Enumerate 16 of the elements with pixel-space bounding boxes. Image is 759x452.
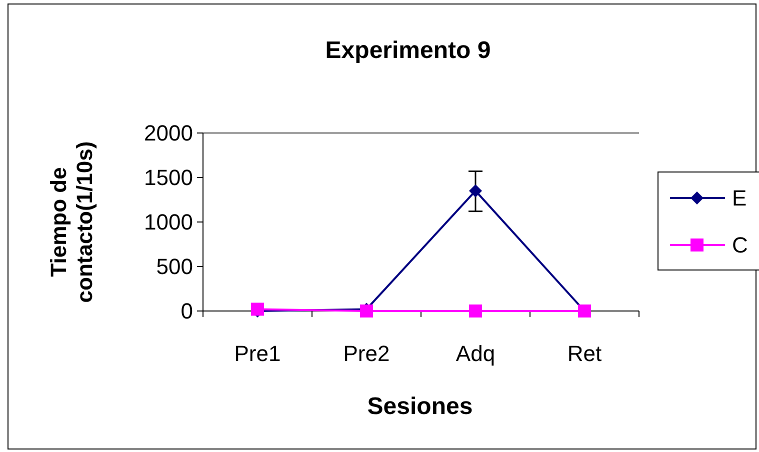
y-tick-label: 1500: [144, 165, 193, 190]
legend-label: C: [732, 232, 748, 258]
y-tick-label: 0: [180, 298, 193, 324]
point: [469, 304, 482, 318]
x-axis-title: Sesiones: [367, 393, 473, 420]
chart-title: Experimento 9: [325, 37, 491, 64]
x-tick-label: Ret: [567, 341, 602, 366]
y-tick-label: 500: [156, 254, 193, 280]
y-tick-label: 1000: [144, 210, 193, 235]
x-tick-label: Pre1: [234, 341, 281, 366]
point: [469, 184, 482, 198]
y-axis-title: Tiempo de contacto(1/10s): [46, 141, 97, 303]
y-tick-label: 2000: [144, 120, 193, 146]
x-tick-label: Adq: [456, 341, 496, 366]
legend-label: E: [732, 186, 747, 211]
x-tick-label: Pre2: [343, 341, 390, 366]
